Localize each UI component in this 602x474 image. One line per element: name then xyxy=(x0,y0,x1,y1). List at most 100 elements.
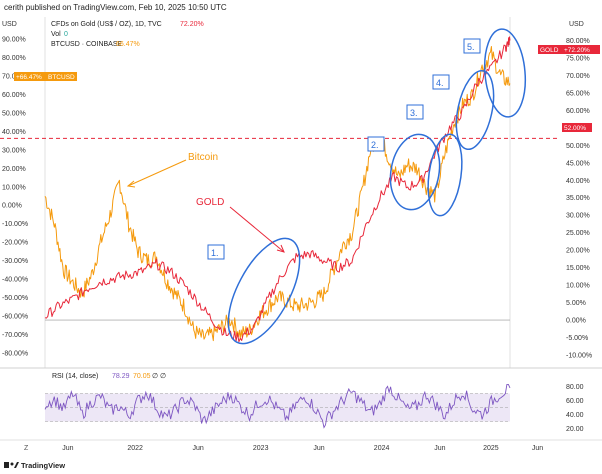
gold-badge-right: GOLD +72.20% xyxy=(538,45,600,54)
rsi-legend-value-3: ∅ xyxy=(152,373,158,380)
tradingview-logo-mark xyxy=(14,462,19,468)
rsi-tick-label: 20.00 xyxy=(566,426,584,433)
right-tick-label: 40.00% xyxy=(566,178,590,185)
left-tick-label: 40.00% xyxy=(2,129,26,136)
label-5: 5. xyxy=(467,42,475,52)
cycle-ellipse-2 xyxy=(389,133,441,211)
gold-badge-right-name-bg xyxy=(538,45,562,54)
btcusd-line xyxy=(44,46,511,342)
label-box-1 xyxy=(207,244,225,260)
right-axis-ticks: 80.00%75.00%70.00%65.00%60.00%55.00%50.0… xyxy=(566,38,592,360)
left-tick-label: 10.00% xyxy=(2,184,26,191)
annotation-bitcoin: Bitcoin xyxy=(188,152,218,163)
btc-badge-left-value: +66.47% xyxy=(16,74,42,81)
reference-lines xyxy=(0,137,560,321)
btc-badge-left: +66.47% BTCUSD xyxy=(14,72,77,81)
left-tick-label: -10.00% xyxy=(2,221,28,228)
rsi-tick-label: 60.00 xyxy=(566,398,584,405)
rsi-panel: 80.00 60.00 40.00 20.00 RSI (14, close) 78.… xyxy=(44,373,584,433)
label-box-3 xyxy=(406,104,424,120)
time-tick-label: 2024 xyxy=(374,445,390,452)
legend-vol-value: 0 xyxy=(64,31,68,38)
right-tick-label: 15.00% xyxy=(566,265,590,272)
time-tick-label: Jun xyxy=(192,445,203,452)
right-tick-label: 20.00% xyxy=(566,248,590,255)
tradingview-logo: TradingView xyxy=(4,461,65,470)
annotation-bitcoin-arrow xyxy=(127,159,187,187)
right-tick-label: 30.00% xyxy=(566,213,590,220)
left-tick-label: 70.00% xyxy=(2,74,26,81)
cycle-ellipse-5 xyxy=(483,28,527,118)
rsi-title[interactable]: RSI (14, close) xyxy=(52,373,98,380)
right-tick-label: 60.00% xyxy=(566,108,590,115)
cycle-ellipse-3 xyxy=(427,133,463,217)
left-tick-label: 80.00% xyxy=(2,55,26,62)
tradingview-brand: TradingView xyxy=(21,461,65,470)
legend-compare-value: 66.47% xyxy=(116,41,140,48)
level-badge-52-value: 52.00% xyxy=(564,125,586,132)
annotation-gold-arrowhead xyxy=(276,244,285,253)
rsi-legend-value-1: 78.29 xyxy=(112,373,130,380)
legend-vol-label[interactable]: Vol xyxy=(51,31,61,38)
right-tick-label: 50.00% xyxy=(566,143,590,150)
legend-main-symbol[interactable]: CFDs on Gold (US$ / OZ), 1D, TVC xyxy=(51,21,162,28)
rsi-series xyxy=(44,383,511,429)
right-tick-label: 80.00% xyxy=(566,38,590,45)
rsi-legend-value-2: 70.05 xyxy=(133,373,151,380)
annotation-bitcoin-arrowhead xyxy=(126,180,136,188)
gold-badge-right-name: GOLD xyxy=(540,47,559,54)
rsi-axis-ticks: 80.00 60.00 40.00 20.00 xyxy=(566,384,584,433)
right-tick-label: -5.00% xyxy=(566,335,588,342)
left-tick-label: -40.00% xyxy=(2,277,28,284)
time-tick-label: Jun xyxy=(532,445,543,452)
left-axis-ticks: 90.00% 80.00% 70.00% 60.00% 50.00% 40.00% 30.0… xyxy=(2,37,28,358)
rsi-tick-label: 80.00 xyxy=(566,384,584,391)
left-tick-label: -80.00% xyxy=(2,350,28,357)
time-tick-label: Jun xyxy=(434,445,445,452)
time-tick-label: Jun xyxy=(62,445,73,452)
right-currency: USD xyxy=(569,21,584,28)
zoom-button[interactable]: Z xyxy=(24,445,29,452)
tradingview-logo-icon xyxy=(4,462,9,468)
left-currency: USD xyxy=(2,21,17,28)
time-tick-label: Jun xyxy=(313,445,324,452)
left-tick-label: 20.00% xyxy=(2,166,26,173)
btc-badge-left-name-bg xyxy=(46,72,77,81)
annotations: Bitcoin GOLD 1. 2. 3. 4. 5. xyxy=(126,38,481,260)
label-3: 3. xyxy=(410,108,418,118)
left-tick-label: 30.00% xyxy=(2,147,26,154)
label-box-2 xyxy=(367,136,385,152)
level-badge-52: 52.00% xyxy=(562,123,592,132)
left-tick-label: -70.00% xyxy=(2,332,28,339)
btc-badge-left-bg xyxy=(14,72,46,81)
legend: CFDs on Gold (US$ / OZ), 1D, TVC 72.20% … xyxy=(51,21,204,48)
level-badge-52-bg xyxy=(562,123,592,132)
left-tick-label: -20.00% xyxy=(2,240,28,247)
right-tick-label: -10.00% xyxy=(566,353,592,360)
time-tick-label: 2022 xyxy=(127,445,143,452)
gold-badge-right-value-bg xyxy=(562,45,600,54)
label-box-5 xyxy=(463,38,481,54)
legend-main-value: 72.20% xyxy=(180,21,204,28)
label-2: 2. xyxy=(371,140,379,150)
cycle-highlights xyxy=(227,28,527,345)
gold-badge-right-value: +72.20% xyxy=(564,47,590,54)
left-tick-label: -30.00% xyxy=(2,258,28,265)
right-tick-label: 10.00% xyxy=(566,283,590,290)
right-tick-label: 0.00% xyxy=(566,318,586,325)
time-axis-ticks: Jun 2022 Jun 2023 Jun 2024 Jun 2025 Jun xyxy=(62,445,543,452)
label-4: 4. xyxy=(436,78,444,88)
cycle-ellipse-1 xyxy=(227,237,301,345)
time-tick-label: 2025 xyxy=(483,445,499,452)
label-box-4 xyxy=(432,74,450,90)
btc-badge-left-name: BTCUSD xyxy=(48,74,75,81)
left-tick-label: -50.00% xyxy=(2,295,28,302)
right-tick-label: 45.00% xyxy=(566,160,590,167)
right-tick-label: 35.00% xyxy=(566,195,590,202)
legend-compare-symbol[interactable]: BTCUSD · COINBASE xyxy=(51,41,123,48)
left-tick-label: 90.00% xyxy=(2,37,26,44)
cycle-ellipse-4 xyxy=(455,69,495,151)
annotation-gold: GOLD xyxy=(196,197,224,208)
right-tick-label: 75.00% xyxy=(566,55,590,62)
